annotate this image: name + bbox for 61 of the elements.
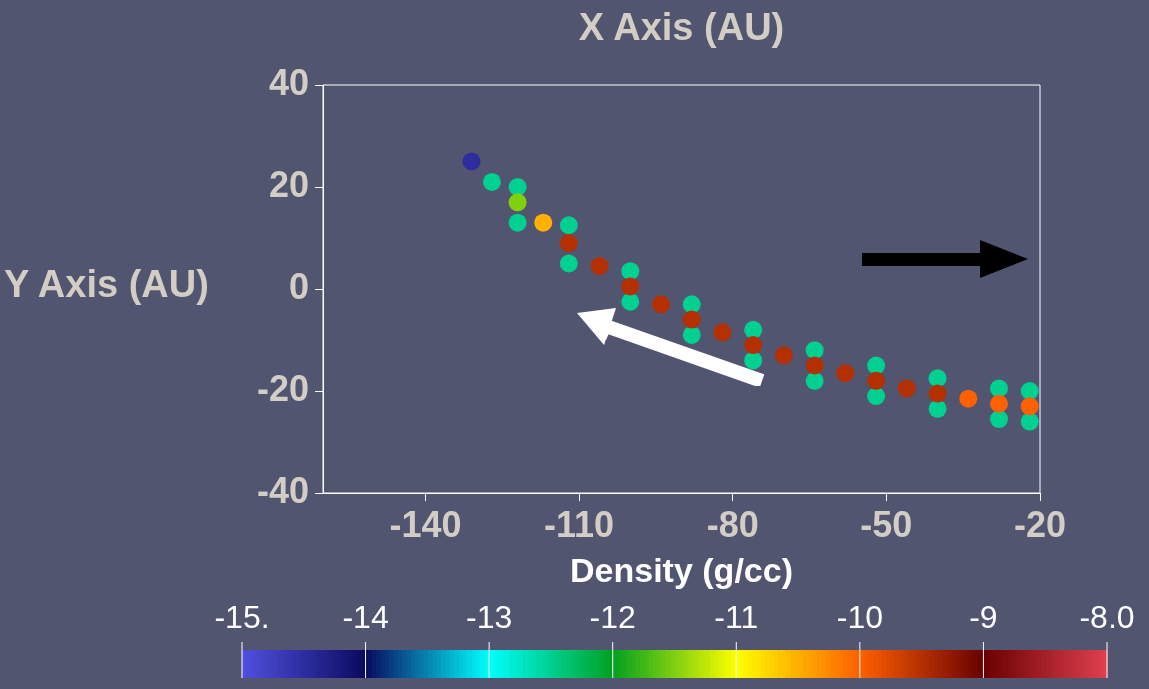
point	[462, 152, 481, 171]
point	[1020, 397, 1039, 416]
color-bar-label: -9	[969, 599, 998, 635]
point	[682, 325, 701, 344]
point	[805, 371, 824, 390]
point	[621, 262, 640, 281]
color-bar-label: -10	[836, 599, 883, 635]
y-tick-label: 40	[268, 61, 309, 103]
point	[590, 257, 609, 276]
point	[897, 379, 916, 398]
point	[990, 394, 1009, 413]
point	[508, 213, 527, 232]
point	[867, 371, 886, 390]
x-axis-title: X Axis (AU)	[577, 6, 786, 49]
x-tick-label: -50	[860, 503, 913, 545]
point	[836, 364, 855, 383]
color-bar-title: Density (g/cc)	[570, 551, 793, 589]
color-bar-label: -12	[589, 599, 636, 635]
x-tick-label: -80	[706, 503, 759, 545]
point	[508, 178, 527, 196]
color-bar-label: -14	[342, 599, 389, 635]
point	[621, 292, 640, 311]
point	[867, 356, 886, 375]
color-bar-label: -8.0	[1079, 599, 1135, 635]
color-bar-label: -15.	[214, 599, 270, 635]
y-tick-label: -40	[256, 469, 309, 511]
point	[774, 346, 793, 365]
point	[621, 277, 640, 296]
point	[534, 213, 553, 232]
x-tick-label: -110	[544, 503, 615, 545]
point	[928, 399, 947, 418]
point	[744, 320, 763, 339]
color-bar-label: -13	[466, 599, 513, 635]
x-tick-label: -20	[1013, 503, 1067, 545]
point	[928, 384, 947, 403]
point	[744, 351, 763, 370]
point	[713, 323, 732, 342]
color-bar-label: -11	[714, 599, 759, 635]
y-tick-label: 0	[288, 265, 309, 307]
y-tick-label: -20	[256, 367, 309, 409]
point	[959, 389, 978, 408]
point	[805, 356, 824, 375]
y-axis-title: Y Axis (AU)	[4, 263, 209, 306]
point	[805, 341, 824, 360]
point	[682, 310, 701, 329]
point	[508, 193, 527, 212]
point	[928, 369, 947, 388]
point	[682, 295, 701, 314]
point	[990, 410, 1009, 429]
point	[1020, 412, 1039, 431]
point	[559, 234, 578, 253]
point	[1020, 382, 1039, 400]
point	[559, 254, 578, 273]
point	[867, 387, 886, 406]
point	[483, 172, 502, 191]
point	[990, 379, 1009, 398]
y-tick-label: 20	[268, 163, 309, 205]
point	[559, 216, 578, 235]
point	[744, 336, 763, 355]
x-tick-label: -140	[389, 503, 462, 545]
point	[652, 295, 671, 314]
